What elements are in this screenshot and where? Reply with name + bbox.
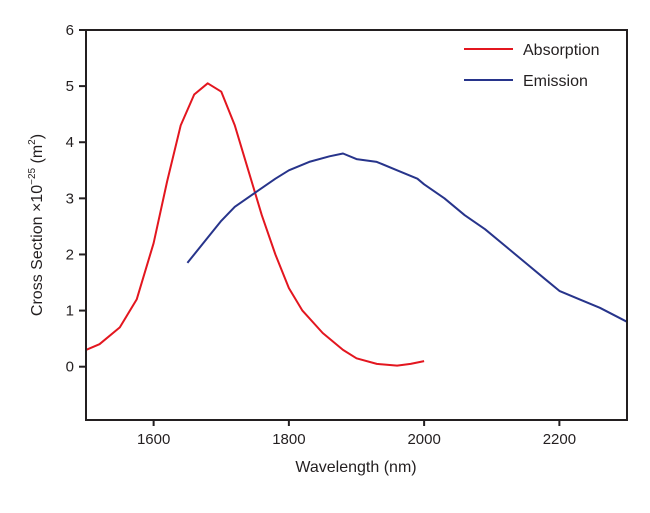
legend-label-emission: Emission	[523, 73, 588, 90]
x-tick-label: 2200	[543, 431, 576, 448]
y-tick-label: 3	[66, 190, 74, 207]
ticks: 1600 1800 2000 2200 0 1 2 3 4 5 6	[66, 22, 576, 448]
x-tick-label: 1800	[272, 431, 305, 448]
y-axis-label: Cross Section ×10−25 (m2)	[27, 134, 46, 316]
x-axis-label: Wavelength (nm)	[295, 459, 416, 476]
legend-label-absorption: Absorption	[523, 42, 600, 59]
y-tick-label: 6	[66, 22, 74, 39]
y-tick-label: 2	[66, 246, 74, 263]
y-tick-label: 4	[66, 134, 74, 151]
y-tick-label: 0	[66, 359, 74, 376]
y-tick-label: 5	[66, 78, 74, 95]
series-layer	[85, 82, 628, 367]
legend: Absorption Emission	[464, 42, 600, 90]
series-line-absorption	[85, 82, 425, 367]
y-tick-label: 1	[66, 303, 74, 320]
x-tick-label: 1600	[137, 431, 170, 448]
plot-frame	[85, 29, 628, 421]
series-line-emission	[186, 152, 628, 323]
x-tick-label: 2000	[407, 431, 440, 448]
